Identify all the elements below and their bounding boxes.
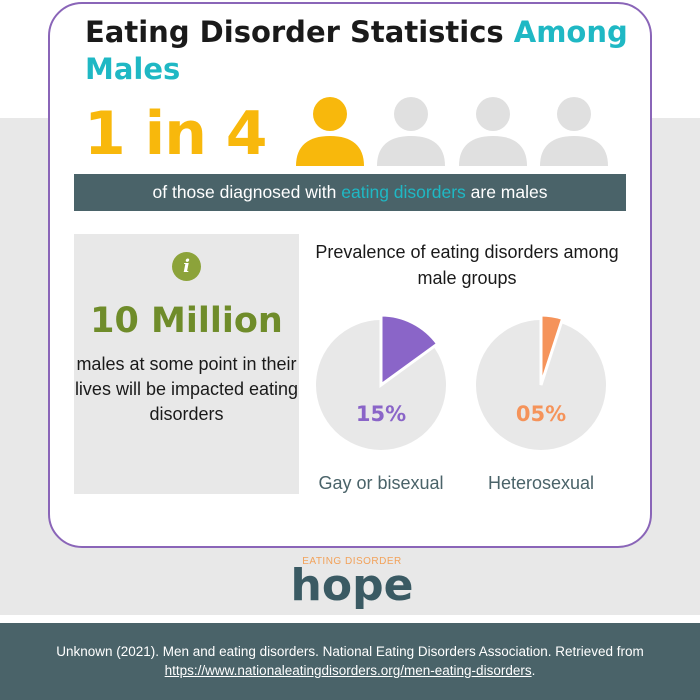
pie-chart-2 <box>476 313 606 450</box>
title-accent-start: Among <box>513 15 628 49</box>
logo-top-text: EATING DISORDER <box>302 556 402 567</box>
info-box: i 10 Million males at some point in thei… <box>74 234 299 494</box>
prevalence-title: Prevalence of eating disorders among mal… <box>315 242 619 288</box>
citation-text: Unknown (2021). Men and eating disorders… <box>56 644 644 659</box>
banner-text-after: are males <box>465 182 548 202</box>
headline-stat: 1 in 4 <box>84 99 268 169</box>
pie-slice <box>539 313 565 386</box>
citation-footer: Unknown (2021). Men and eating disorders… <box>0 623 700 700</box>
person-icon <box>459 97 527 166</box>
pie-group-label: Gay or bisexual <box>318 473 444 493</box>
pie-percent-label: 15% <box>355 402 407 426</box>
person-icon-highlighted <box>296 97 364 166</box>
banner-text-before: of those diagnosed with <box>152 182 342 202</box>
pie-slice <box>379 313 440 388</box>
banner-highlight: eating disorders <box>341 182 466 202</box>
logo-wordmark: hope <box>290 560 414 611</box>
citation-end: . <box>531 663 536 678</box>
pie-chart-1 <box>316 313 446 450</box>
info-description: males at some point in their lives will … <box>74 354 299 424</box>
eating-disorder-hope-logo: EATING DISORDER hope <box>290 556 414 612</box>
stat-banner: of those diagnosed with eating disorders… <box>74 174 626 211</box>
citation-link[interactable]: https://www.nationaleatingdisorders.org/… <box>164 663 532 678</box>
person-icon <box>377 97 445 166</box>
title-accent-end: Males <box>85 52 181 86</box>
title-main: Eating Disorder Statistics <box>85 15 514 49</box>
pie-percent-label: 05% <box>515 402 567 426</box>
page-title: Eating Disorder Statistics Among Males <box>85 14 645 88</box>
person-icon <box>540 97 608 166</box>
pie-group-label: Heterosexual <box>487 473 595 493</box>
info-icon: i <box>172 252 201 281</box>
info-big-value: 10 Million <box>90 301 283 341</box>
